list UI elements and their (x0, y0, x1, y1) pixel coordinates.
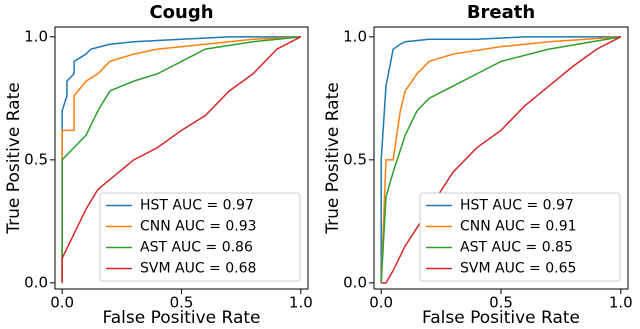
y-tick-label: 0.5 (24, 150, 48, 168)
x-tick-label: 1.0 (609, 294, 633, 312)
legend-label: HST AUC = 0.97 (140, 198, 254, 214)
x-axis-label: False Positive Rate (422, 308, 580, 328)
legend-box (419, 192, 621, 282)
x-tick-label: 0.5 (489, 294, 513, 312)
x-tick-label: 0.0 (50, 294, 74, 312)
legend-label: CNN AUC = 0.91 (460, 219, 577, 235)
roc-line (380, 36, 621, 283)
x-tick-label: 0.0 (369, 294, 393, 312)
roc-line (61, 36, 301, 283)
legend-box (99, 192, 301, 282)
y-tick-label: 0.5 (343, 150, 367, 168)
chart-title: Cough (149, 2, 213, 23)
legend-label: AST AUC = 0.86 (140, 240, 253, 256)
roc-line (61, 36, 302, 283)
plot-frame (373, 26, 629, 290)
legend-label: SVM AUC = 0.65 (460, 261, 576, 277)
y-tick-label: 1.0 (343, 27, 367, 45)
roc-line (380, 36, 621, 283)
y-tick-label: 1.0 (24, 27, 48, 45)
plot-frame (54, 26, 309, 290)
x-tick-label: 1.0 (289, 294, 313, 312)
y-axis-label: True Positive Rate (4, 82, 24, 234)
roc-line (61, 36, 301, 283)
chart-title: Breath (467, 2, 535, 23)
y-axis-label: True Positive Rate (323, 82, 343, 234)
y-tick-label: 0.0 (24, 273, 48, 291)
x-axis-label: False Positive Rate (103, 308, 261, 328)
legend-label: AST AUC = 0.85 (460, 240, 573, 256)
y-tick-label: 0.0 (343, 273, 367, 291)
roc-line (380, 36, 621, 283)
legend-label: CNN AUC = 0.93 (140, 219, 257, 235)
legend-label: SVM AUC = 0.68 (140, 261, 256, 277)
roc-line (381, 36, 622, 284)
legend-label: HST AUC = 0.97 (460, 198, 574, 214)
x-tick-label: 0.5 (170, 294, 194, 312)
roc-line (61, 36, 301, 283)
